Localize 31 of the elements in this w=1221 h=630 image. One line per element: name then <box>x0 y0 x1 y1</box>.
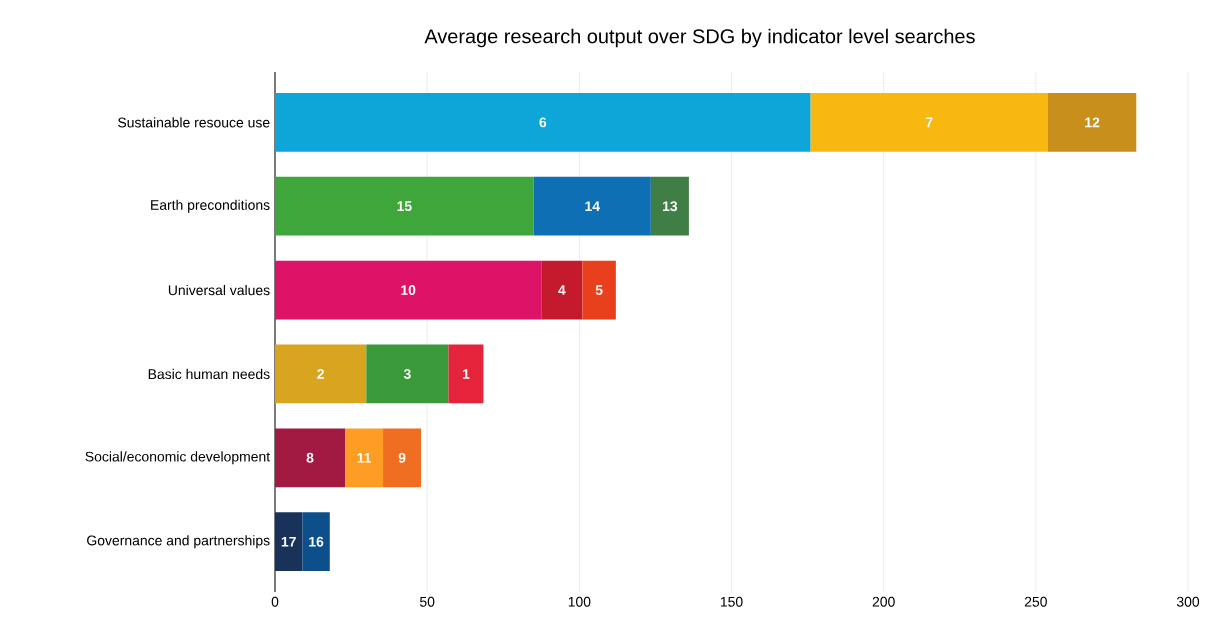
series-label: 4 <box>558 285 566 295</box>
series-label: 10 <box>401 285 416 296</box>
series-label: 13 <box>662 201 678 212</box>
series-label: 16 <box>309 536 324 547</box>
y-tick-label: Basic human needs <box>148 368 270 380</box>
series-label: 8 <box>306 452 314 463</box>
series-label: 7 <box>926 117 933 128</box>
series-label: 9 <box>398 452 406 463</box>
x-tick-label: 200 <box>872 596 895 607</box>
series-label: 3 <box>403 368 411 379</box>
y-tick-label: Sustainable resouce use <box>118 117 270 128</box>
x-tick-label: 100 <box>568 596 591 607</box>
series-label: 11 <box>357 453 372 463</box>
series-label: 1 <box>462 369 470 379</box>
series-label: 15 <box>397 201 412 212</box>
x-tick-label: 50 <box>419 596 435 607</box>
x-tick-label: 150 <box>720 596 743 607</box>
y-tick-label: Earth preconditions <box>151 199 270 213</box>
series-label: 12 <box>1085 117 1100 128</box>
series-label: 5 <box>595 285 603 295</box>
x-tick-label: 0 <box>271 596 279 607</box>
y-tick-label: Governance and partnerships <box>87 535 270 549</box>
y-tick-label: Universal values <box>168 284 270 296</box>
series-label: 2 <box>317 369 324 379</box>
x-tick-label: 250 <box>1024 596 1047 607</box>
x-tick-label: 300 <box>1176 596 1200 607</box>
series-label: 6 <box>539 117 547 128</box>
series-label: 17 <box>281 536 296 547</box>
y-tick-label: Social/economic development <box>85 451 271 465</box>
chart-title: Average research output over SDG by indicator level searches <box>424 28 975 48</box>
series-label: 14 <box>585 201 600 211</box>
